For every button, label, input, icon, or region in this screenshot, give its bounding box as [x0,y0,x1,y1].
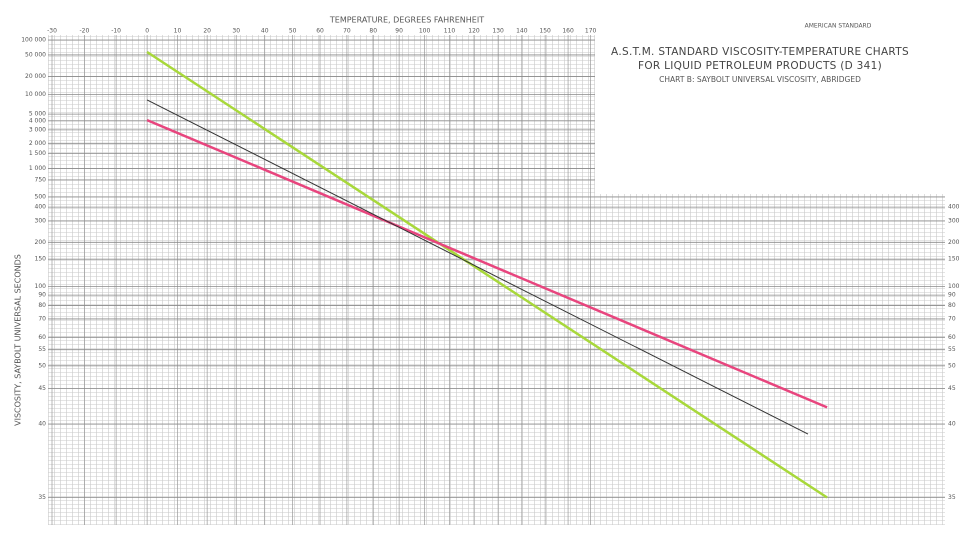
y-tick-label-right: 35 [948,494,956,501]
x-tick-label: 160 [562,28,574,35]
x-tick-label: 120 [468,28,480,35]
y-tick-label: 90 [38,292,46,299]
series-line [146,50,828,499]
y-tick-label-right: 300 [948,217,960,224]
x-tick-label: 30 [232,28,240,35]
y-tick-label-right: 50 [948,362,956,369]
y-tick-label: 500 [35,194,47,201]
y-tick-label-right: 80 [948,302,956,309]
y-tick-label-right: 150 [948,256,960,263]
y-tick-label: 5 000 [29,111,46,118]
x-tick-label: 70 [343,28,351,35]
y-tick-label: 4 000 [29,117,46,124]
chart-title: A.S.T.M. STANDARD VISCOSITY-TEMPERATURE … [611,46,909,58]
x-tick-label: 40 [261,28,269,35]
x-tick-label: 90 [395,28,403,35]
y-tick-label-right: 70 [948,315,956,322]
x-tick-label: 10 [174,28,182,35]
y-tick-label: 50 000 [25,51,46,58]
series-line [146,118,828,409]
y-axis-title: VISCOSITY, SAYBOLT UNIVERSAL SECONDS [14,254,23,426]
x-tick-label: 150 [539,28,551,35]
y-tick-label-right: 400 [948,204,960,211]
y-tick-label: 200 [35,239,47,246]
y-tick-label-right: 100 [948,283,960,290]
y-tick-label: 35 [38,494,46,501]
y-tick-label: 2 000 [29,140,46,147]
y-tick-label: 1 000 [29,165,46,172]
y-tick-label: 80 [38,302,46,309]
y-tick-label: 100 [35,283,47,290]
y-tick-label-right: 45 [948,385,956,392]
y-tick-label: 40 [38,420,46,427]
y-tick-label: 300 [35,217,47,224]
chart-subtitle: FOR LIQUID PETROLEUM PRODUCTS (D 341) [638,60,882,72]
x-tick-label: 20 [203,28,211,35]
x-tick-label: 130 [492,28,504,35]
x-tick-label: 140 [516,28,528,35]
y-tick-label-right: 55 [948,346,956,353]
y-tick-label: 60 [38,334,46,341]
y-tick-label: 45 [38,385,46,392]
x-tick-label: 0 [145,28,149,35]
publisher: AMERICAN STANDARD [805,23,872,30]
y-tick-label: 1 500 [29,150,46,157]
x-tick-label: 110 [444,28,456,35]
x-tick-label: -10 [111,28,121,35]
x-tick-label: 80 [369,28,377,35]
series-line [146,99,809,435]
x-tick-label: 60 [316,28,324,35]
y-tick-label: 20 000 [25,73,46,80]
y-tick-label: 150 [35,256,47,263]
y-tick-label-right: 200 [948,239,960,246]
x-tick-label: -30 [47,28,57,35]
x-tick-label: 170 [585,28,597,35]
y-tick-label: 50 [38,362,46,369]
y-tick-label: 10 000 [25,91,46,98]
y-tick-label-right: 60 [948,334,956,341]
y-tick-label-right: 90 [948,292,956,299]
y-tick-label: 750 [35,176,47,183]
y-tick-label-right: 40 [948,420,956,427]
y-tick-label: 3 000 [29,126,46,133]
y-tick-label: 400 [35,204,47,211]
y-tick-label: 100 000 [21,37,46,44]
title-block [595,34,947,194]
x-tick-label: 50 [289,28,297,35]
y-tick-label: 55 [38,346,46,353]
y-tick-label: 70 [38,315,46,322]
x-axis-title: TEMPERATURE, DEGREES FAHRENHEIT [329,16,484,25]
x-tick-label: 100 [419,28,431,35]
chart-name: CHART B: SAYBOLT UNIVERSAL VISCOSITY, AB… [659,75,861,84]
x-tick-label: -20 [80,28,90,35]
